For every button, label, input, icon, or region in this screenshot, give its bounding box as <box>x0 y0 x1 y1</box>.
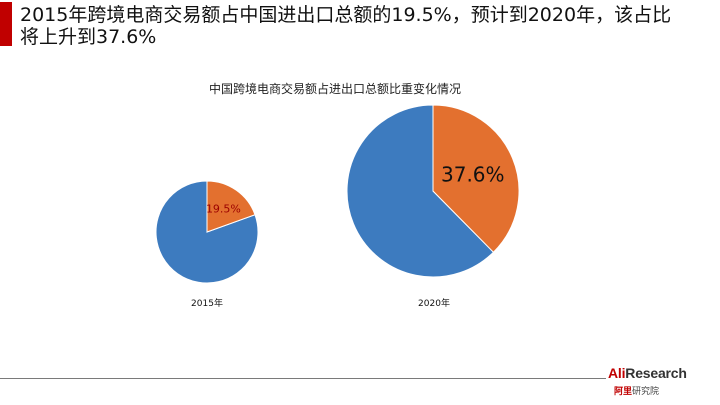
pie-slice-rest-0 <box>155 180 259 284</box>
pie-value-label-1: 37.6% <box>441 163 505 187</box>
brand-logo-cn: 阿里研究院 <box>614 384 659 397</box>
pie-slice-share-1 <box>432 104 520 253</box>
brand-cn-suffix: 研究院 <box>632 387 660 397</box>
brand-en-suffix: Research <box>625 365 687 381</box>
pies-group: 19.5% 37.6% <box>155 104 520 284</box>
slide-title: 2015年跨境电商交易额占中国进出口总额的19.5%，预计到2020年，该占比将… <box>20 4 672 48</box>
pie-value-label-0: 19.5% <box>206 203 241 216</box>
brand-en-prefix: Ali <box>608 365 626 381</box>
brand-logo-en: AliResearch <box>608 365 687 381</box>
brand-cn-prefix: 阿里 <box>614 387 633 397</box>
title-accent-bar <box>0 2 12 46</box>
pie-slice-rest-1 <box>346 104 495 278</box>
category-label-2015: 2015年 <box>191 297 223 309</box>
chart-title: 中国跨境电商交易额占进出口总额比重变化情况 <box>208 82 461 96</box>
category-label-2020: 2020年 <box>418 297 450 309</box>
pie-slice-share-0 <box>206 180 256 233</box>
footer-divider <box>0 378 606 379</box>
